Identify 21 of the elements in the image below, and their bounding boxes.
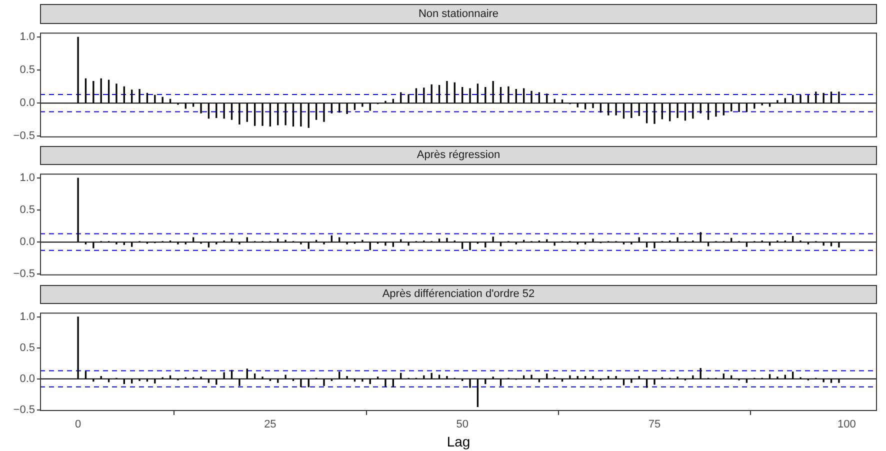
x-tick-label: 0 (74, 418, 82, 431)
x-tick-label: 25 (264, 418, 276, 431)
y-tick-label: 0.5 (20, 64, 35, 76)
y-tick-label: −0.5 (13, 404, 35, 416)
y-tick-label: 1.0 (20, 31, 35, 44)
x-tick-label: 50 (456, 418, 468, 431)
y-tick-label: 0.5 (20, 342, 35, 354)
x-tick-label: 75 (648, 418, 661, 431)
y-tick-label: 0.0 (20, 372, 35, 385)
y-tick-label: 0.5 (20, 204, 35, 216)
y-tick-label: −0.5 (13, 268, 35, 280)
chart-title: Après différenciation d'ordre 52 (40, 285, 877, 304)
x-axis-title: Lag (446, 433, 470, 450)
y-tick-label: 1.0 (20, 172, 35, 184)
x-tick-label: 100 (837, 418, 856, 431)
y-tick-label: 1.0 (20, 310, 35, 323)
chart-title: Non stationnaire (40, 4, 877, 24)
y-tick-label: −0.5 (13, 130, 35, 142)
chart-title: Après régression (40, 146, 877, 165)
y-tick-label: 0.0 (20, 97, 35, 110)
y-tick-label: 0.0 (20, 236, 35, 248)
